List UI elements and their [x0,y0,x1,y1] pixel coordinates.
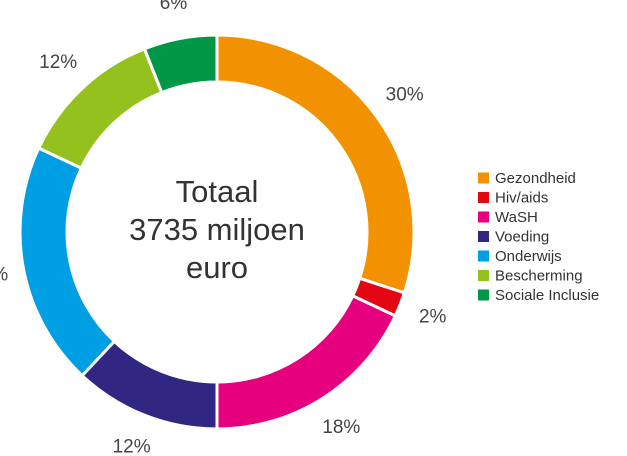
donut-segment [18,146,117,378]
data-label: 12% [113,437,151,456]
donut-segment [142,33,219,95]
center-text: euro [186,250,248,285]
legend-swatch [478,289,489,301]
legend-label: Gezondheid [495,170,576,187]
donut-segment [215,293,398,431]
legend-swatch [478,211,489,223]
legend-swatch [478,192,489,203]
center-text: 3735 miljoen [129,212,305,247]
center-text: Totaal [176,174,259,209]
legend-swatch [478,270,489,281]
legend-label: WaSH [495,209,538,226]
data-label: 18% [322,417,360,438]
legend-swatch [478,250,489,262]
data-label: 2% [419,306,447,327]
legend-swatch [478,172,489,184]
data-label: 30% [386,85,424,106]
legend-label: Sociale Inclusie [495,287,599,304]
data-label: 6% [160,0,188,14]
data-label: 12% [39,52,77,73]
legend-label: Onderwijs [495,248,562,265]
legend-swatch [478,231,489,242]
legend-label: Hiv/aids [495,189,548,206]
legend-label: Bescherming [495,267,583,284]
data-label: 20% [0,264,8,285]
legend-label: Voeding [495,228,549,245]
